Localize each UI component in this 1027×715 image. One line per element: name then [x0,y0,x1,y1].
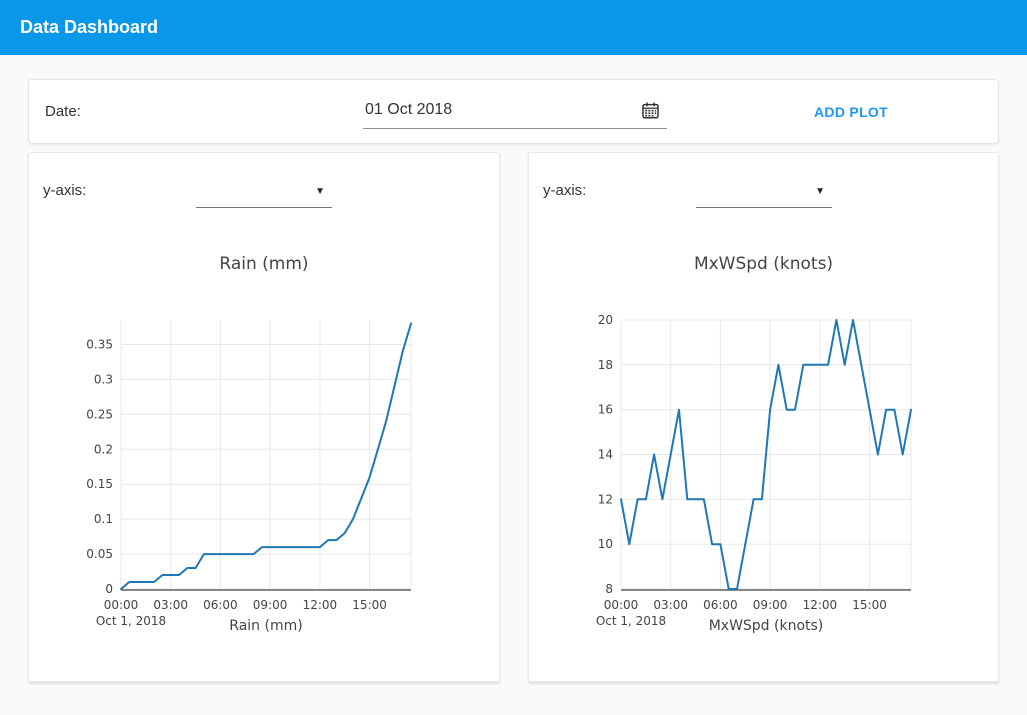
chevron-down-icon: ▼ [315,186,325,197]
svg-text:12:00: 12:00 [803,598,838,612]
svg-text:0.3: 0.3 [94,372,113,386]
chart-title-windspeed: MxWSpd (knots) [693,254,834,274]
page-title: Data Dashboard [20,17,159,37]
svg-text:06:00: 06:00 [203,598,238,612]
svg-text:8: 8 [605,582,613,596]
svg-text:0.1: 0.1 [94,512,113,526]
svg-text:16: 16 [598,403,613,417]
rain-line-chart[interactable]: 0 0.05 0.1 0.15 0.2 0.25 0.3 0.35 00:00 03:00 06:0… [29,309,469,644]
svg-text:09:00: 09:00 [753,598,788,612]
date-input[interactable]: 01 Oct 2018 [363,93,667,129]
yaxis-label: y-axis: [43,182,87,199]
svg-text:14: 14 [598,448,613,462]
svg-text:20: 20 [598,313,613,327]
svg-text:06:00: 06:00 [703,598,738,612]
add-plot-button[interactable]: ADD PLOT [791,80,911,143]
toolbar-card: Date: 01 Oct 2018 ADD PLOT [28,79,999,144]
svg-text:12:00: 12:00 [303,598,338,612]
app-header: Data Dashboard [0,0,1027,55]
svg-text:0.25: 0.25 [86,407,113,421]
svg-text:Oct 1, 2018: Oct 1, 2018 [596,614,666,628]
plot-card-rain: y-axis: ▼ Rain (mm) 0 0.05 0.1 0.15 0.2 0.25 0… [28,152,500,682]
svg-text:0.05: 0.05 [86,547,113,561]
svg-text:0.35: 0.35 [86,338,113,352]
svg-text:12: 12 [598,492,613,506]
svg-text:00:00: 00:00 [104,598,139,612]
svg-text:0.15: 0.15 [86,477,113,491]
svg-text:15:00: 15:00 [852,598,887,612]
windspeed-line-chart[interactable]: 8 10 12 14 16 18 20 00:00 03:00 06:00 09:00 12:00 15… [529,309,969,644]
svg-text:10: 10 [598,537,613,551]
svg-text:18: 18 [598,358,613,372]
svg-text:00:00: 00:00 [604,598,639,612]
svg-text:15:00: 15:00 [352,598,387,612]
chevron-down-icon: ▼ [815,186,825,197]
chart-title-rain: Rain (mm) [219,254,309,274]
svg-text:Rain (mm): Rain (mm) [229,618,302,634]
calendar-icon[interactable] [642,102,659,119]
svg-text:03:00: 03:00 [153,598,188,612]
svg-text:0: 0 [105,582,113,596]
svg-text:Oct 1, 2018: Oct 1, 2018 [96,614,166,628]
svg-text:03:00: 03:00 [653,598,688,612]
date-value[interactable]: 01 Oct 2018 [365,101,453,118]
yaxis-select[interactable]: ▼ [696,179,832,208]
yaxis-select[interactable]: ▼ [196,179,332,208]
date-label: Date: [45,103,81,120]
yaxis-label: y-axis: [543,182,587,199]
plot-card-windspeed: y-axis: ▼ MxWSpd (knots) 8 10 12 14 16 18 20 00… [528,152,999,682]
svg-text:MxWSpd (knots): MxWSpd (knots) [709,618,824,634]
svg-text:09:00: 09:00 [253,598,288,612]
svg-text:0.2: 0.2 [94,442,113,456]
